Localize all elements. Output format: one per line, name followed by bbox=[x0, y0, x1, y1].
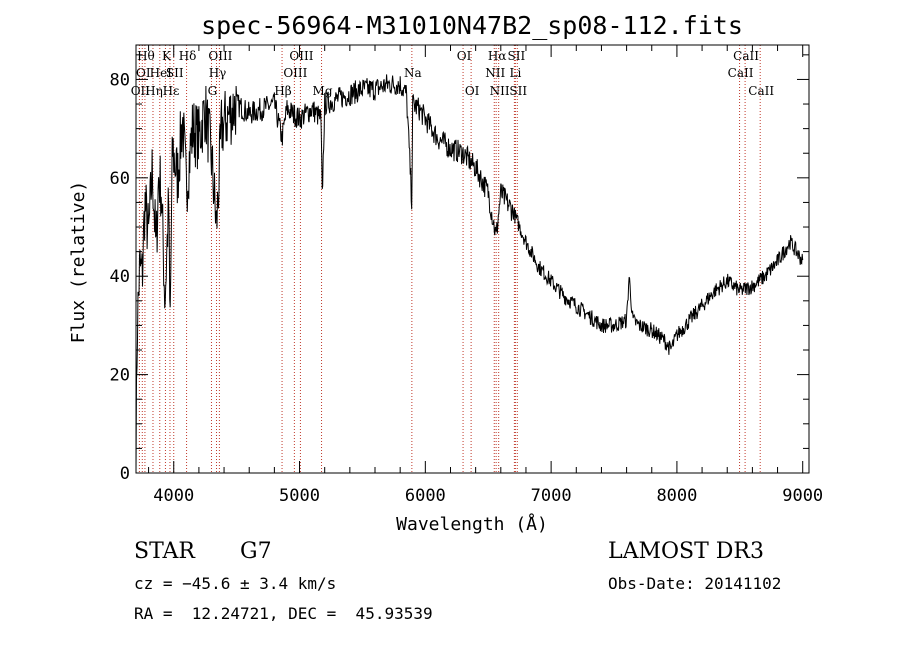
spectrum-line bbox=[135, 74, 804, 474]
line-marker-label-11: OIII bbox=[208, 49, 232, 63]
x-tick-label-2: 6000 bbox=[405, 486, 446, 506]
line-marker-label-24: SII bbox=[509, 84, 527, 98]
line-marker-label-26: CaII bbox=[733, 49, 759, 63]
line-marker-label-6: Hε bbox=[163, 84, 180, 98]
line-marker-label-9: G bbox=[208, 84, 218, 98]
x-tick-label-4: 8000 bbox=[656, 486, 697, 506]
x-tick-label-0: 4000 bbox=[153, 486, 194, 506]
object-class: STAR bbox=[134, 539, 195, 564]
y-tick-label-3: 60 bbox=[110, 169, 130, 189]
redshift-velocity: cz = −45.6 ± 3.4 km/s bbox=[134, 574, 337, 593]
sky-coordinates: RA = 12.24721, DEC = 45.93539 bbox=[134, 604, 433, 623]
line-marker-label-10: Hγ bbox=[209, 66, 227, 80]
line-marker-label-4: HeI bbox=[150, 66, 173, 80]
x-tick-label-1: 5000 bbox=[279, 486, 320, 506]
y-tick-label-2: 40 bbox=[110, 267, 130, 287]
line-marker-label-12: Hβ bbox=[274, 84, 291, 98]
line-marker-label-25: CaII bbox=[728, 66, 754, 80]
line-marker-label-18: OI bbox=[465, 84, 480, 98]
line-marker-label-1: OI bbox=[136, 66, 151, 80]
line-marker-label-22: Li bbox=[509, 66, 521, 80]
axis-ticks: 4000 5000 6000 7000 8000 9000 0 20 40 60 80 bbox=[110, 45, 823, 506]
line-marker-label-3: Hη bbox=[145, 84, 163, 98]
line-marker-label-21: NII bbox=[490, 84, 510, 98]
line-marker-label-2: Hθ bbox=[137, 49, 155, 63]
x-axis-label: Wavelength (Å) bbox=[396, 513, 548, 535]
y-tick-label-0: 0 bbox=[120, 464, 130, 484]
line-marker-label-27: CaII bbox=[748, 84, 774, 98]
line-marker-label-8: Hδ bbox=[179, 49, 197, 63]
chart-title: spec-56964-M31010N47B2_sp08-112.fits bbox=[201, 11, 743, 40]
line-marker-labels: OIIOIHθHηHeIKHεSIIHδGHγOIIIHβOIIIOIIIMgN… bbox=[131, 49, 775, 98]
line-marker-label-17: OI bbox=[457, 49, 472, 63]
survey-name: LAMOST DR3 bbox=[608, 539, 764, 564]
line-marker-label-14: OIII bbox=[289, 49, 313, 63]
line-marker-label-5: K bbox=[162, 49, 172, 63]
line-marker-label-20: Hα bbox=[488, 49, 507, 63]
y-axis-label: Flux (relative) bbox=[68, 181, 89, 344]
line-marker-label-16: Na bbox=[404, 66, 422, 80]
y-tick-label-1: 20 bbox=[110, 366, 130, 386]
y-tick-label-4: 80 bbox=[110, 70, 130, 90]
x-tick-label-3: 7000 bbox=[531, 486, 572, 506]
x-tick-label-5: 9000 bbox=[782, 486, 823, 506]
line-marker-label-23: SII bbox=[508, 49, 526, 63]
plot-frame bbox=[135, 44, 810, 474]
line-marker-label-19: NII bbox=[485, 66, 505, 80]
observation-date: Obs-Date: 20141102 bbox=[608, 574, 782, 593]
line-marker-label-7: SII bbox=[166, 66, 184, 80]
line-marker-label-13: OIII bbox=[283, 66, 307, 80]
object-subclass: G7 bbox=[240, 539, 272, 564]
line-marker-label-15: Mg bbox=[313, 84, 333, 98]
